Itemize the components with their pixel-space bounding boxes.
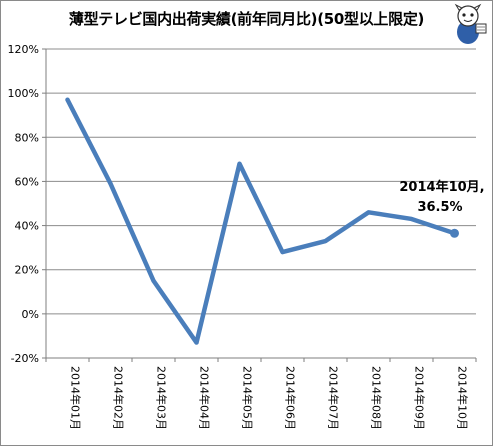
- data-point: [108, 181, 113, 186]
- data-point: [409, 216, 414, 221]
- data-point: [65, 97, 70, 102]
- annotation: 2014年10月, 36.5%: [399, 179, 484, 215]
- mascot-logo-icon: [454, 3, 487, 44]
- x-tick-label: 2014年03月: [155, 366, 169, 430]
- axes: [42, 48, 477, 362]
- x-tick-label: 2014年09月: [413, 366, 427, 430]
- data-point: [366, 210, 371, 215]
- x-tick-label: 2014年07月: [327, 366, 341, 430]
- data-point: [194, 340, 199, 345]
- y-tick-label: 100%: [8, 87, 39, 100]
- x-tick-label: 2014年05月: [241, 366, 255, 430]
- y-tick-label: 60%: [15, 175, 39, 188]
- data-point: [280, 250, 285, 255]
- annotation-line-1: 2014年10月,: [399, 179, 484, 195]
- data-point: [151, 278, 156, 283]
- y-tick-label: 80%: [15, 131, 39, 144]
- y-tick-label: 40%: [15, 220, 39, 233]
- x-tick-label: 2014年02月: [112, 366, 126, 430]
- data-point: [237, 161, 242, 166]
- y-tick-label: 0%: [22, 308, 39, 321]
- last-data-point-marker: [450, 228, 459, 238]
- x-tick-labels: 2014年01月 2014年02月 2014年03月 2014年04月 2014年05月…: [69, 366, 470, 430]
- y-tick-label: -20%: [11, 352, 39, 365]
- chart-title: 薄型テレビ国内出荷実績(前年同月比)(50型以上限定): [68, 10, 425, 28]
- data-point: [323, 239, 328, 244]
- x-tick-label: 2014年08月: [370, 366, 384, 430]
- x-tick-label: 2014年06月: [284, 366, 298, 430]
- x-tick-label: 2014年10月: [456, 366, 470, 430]
- x-tick-label: 2014年01月: [69, 366, 83, 430]
- annotation-line-2: 36.5%: [417, 200, 462, 215]
- y-tick-label: 20%: [15, 264, 39, 277]
- x-tick-label: 2014年04月: [198, 366, 212, 430]
- y-tick-label: 120%: [8, 43, 39, 56]
- y-tick-labels: -20% 0% 20% 40% 60% 80% 100% 120%: [8, 43, 39, 365]
- series-line-path: [65, 97, 457, 345]
- series-line: [65, 97, 459, 345]
